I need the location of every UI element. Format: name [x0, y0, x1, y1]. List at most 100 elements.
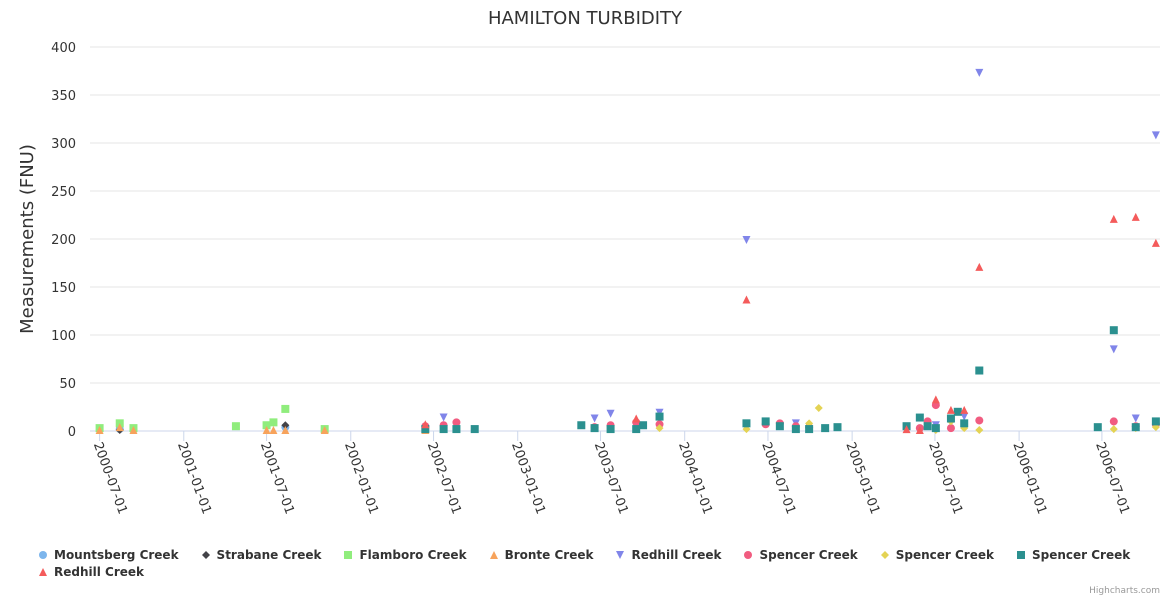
y-tick-label: 300 [51, 137, 76, 152]
data-point[interactable] [814, 403, 823, 412]
data-point[interactable] [1093, 423, 1102, 432]
data-point[interactable] [975, 426, 984, 435]
data-point[interactable] [115, 423, 124, 432]
data-point[interactable] [742, 295, 751, 304]
data-point[interactable] [590, 414, 599, 423]
data-point[interactable] [923, 422, 932, 431]
data-point[interactable] [655, 412, 664, 421]
data-point[interactable] [439, 425, 448, 434]
data-point[interactable] [953, 407, 962, 416]
data-point[interactable] [606, 409, 615, 418]
legend-item[interactable]: Redhill Creek [38, 563, 144, 580]
square-marker-icon [344, 550, 353, 559]
legend-item[interactable]: Strabane Creek [201, 546, 321, 563]
data-point[interactable] [1109, 326, 1118, 335]
legend-item[interactable]: Spencer Creek [880, 546, 994, 563]
data-point[interactable] [1131, 423, 1140, 432]
data-point[interactable] [975, 416, 984, 425]
legend-label: Spencer Creek [1031, 547, 1131, 562]
data-point[interactable] [632, 414, 641, 423]
data-point[interactable] [1109, 345, 1118, 354]
legend-symbol[interactable] [344, 550, 353, 559]
data-point[interactable] [791, 425, 800, 434]
data-point[interactable] [931, 395, 940, 404]
data-point[interactable] [632, 425, 641, 434]
x-tick-label: 2001-07-01 [257, 440, 297, 516]
legend-item[interactable]: Redhill Creek [615, 546, 721, 563]
data-point[interactable] [975, 68, 984, 77]
triangle-down-marker-icon [616, 550, 625, 559]
legend-item[interactable]: Bronte Creek [489, 546, 593, 563]
data-point[interactable] [452, 425, 461, 434]
data-point[interactable] [262, 426, 271, 435]
data-point[interactable] [231, 422, 240, 431]
data-point[interactable] [606, 425, 615, 434]
legend-item[interactable]: Spencer Creek [743, 546, 858, 563]
chart-title: HAMILTON TURBIDITY [488, 8, 683, 29]
legend-label: Spencer Creek [895, 547, 994, 562]
data-point[interactable] [1109, 425, 1118, 434]
data-point[interactable] [960, 419, 969, 428]
data-point[interactable] [960, 405, 969, 414]
data-point[interactable] [915, 413, 924, 422]
data-point[interactable] [95, 426, 104, 435]
legend-item[interactable]: Flamboro Creek [343, 546, 467, 563]
data-point[interactable] [281, 426, 290, 435]
data-point[interactable] [775, 422, 784, 431]
data-point[interactable] [1151, 417, 1160, 426]
series-flamboro-creek [95, 404, 329, 434]
data-point[interactable] [946, 414, 955, 423]
data-point[interactable] [833, 423, 842, 432]
data-point[interactable] [421, 425, 430, 434]
data-point[interactable] [452, 418, 461, 427]
data-point[interactable] [946, 405, 955, 414]
data-point[interactable] [470, 425, 479, 434]
legend-symbol[interactable] [744, 550, 753, 559]
data-point[interactable] [269, 418, 278, 427]
legend-item[interactable]: Spencer Creek [1016, 546, 1130, 563]
data-point[interactable] [129, 426, 138, 435]
data-point[interactable] [975, 366, 984, 375]
data-point[interactable] [805, 425, 814, 434]
legend-label: Redhill Creek [54, 564, 145, 579]
data-point[interactable] [915, 426, 924, 435]
data-point[interactable] [761, 417, 770, 426]
data-point[interactable] [639, 421, 648, 430]
legend-symbol[interactable] [39, 550, 47, 559]
x-tick-label: 2005-01-01 [842, 440, 882, 516]
data-point[interactable] [960, 412, 969, 421]
data-point[interactable] [931, 424, 940, 433]
data-point[interactable] [975, 262, 984, 271]
data-point[interactable] [1109, 214, 1118, 223]
legend-symbol[interactable] [616, 550, 625, 559]
data-point[interactable] [742, 235, 751, 244]
data-point[interactable] [1151, 131, 1160, 140]
legend-symbol[interactable] [489, 550, 498, 559]
credits-link[interactable]: Highcharts.com [1089, 586, 1160, 596]
data-point[interactable] [1109, 417, 1118, 426]
data-point[interactable] [281, 421, 290, 430]
legend-item[interactable]: Mountsberg Creek [38, 546, 179, 563]
data-point[interactable] [262, 421, 271, 430]
data-point[interactable] [1151, 238, 1160, 247]
data-point[interactable] [655, 424, 664, 433]
legend-symbol[interactable] [201, 550, 210, 559]
data-point[interactable] [421, 420, 430, 429]
data-point[interactable] [1131, 212, 1140, 221]
data-point[interactable] [281, 404, 290, 413]
x-tick-label: 2002-01-01 [341, 440, 381, 516]
data-point[interactable] [902, 425, 911, 434]
data-point[interactable] [320, 426, 329, 435]
data-point[interactable] [439, 413, 448, 422]
legend-symbol[interactable] [39, 567, 47, 576]
data-point[interactable] [1131, 414, 1140, 423]
data-point[interactable] [269, 426, 278, 435]
data-point[interactable] [742, 419, 751, 428]
data-point[interactable] [590, 424, 599, 433]
data-point[interactable] [821, 424, 830, 433]
data-point[interactable] [946, 424, 955, 433]
legend-symbol[interactable] [1016, 550, 1025, 559]
data-point[interactable] [577, 421, 586, 430]
series-spencer-creek [421, 401, 1160, 433]
legend-symbol[interactable] [880, 550, 889, 559]
